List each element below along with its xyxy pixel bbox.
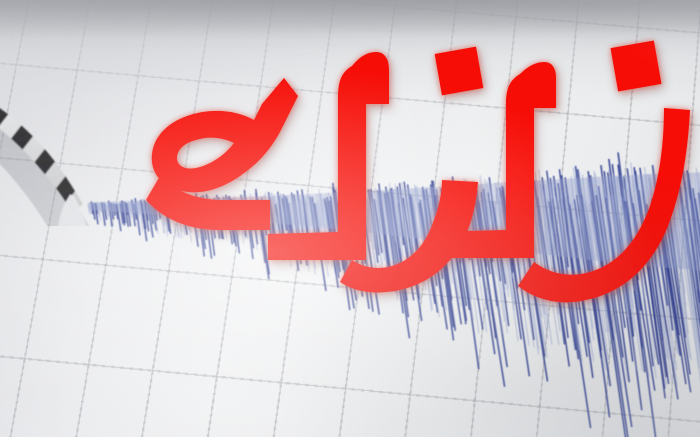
seismograph-earthquake-image: زلزله — [0, 0, 700, 437]
paper-grid — [0, 0, 700, 437]
grid-horizontal-lines — [0, 0, 700, 437]
